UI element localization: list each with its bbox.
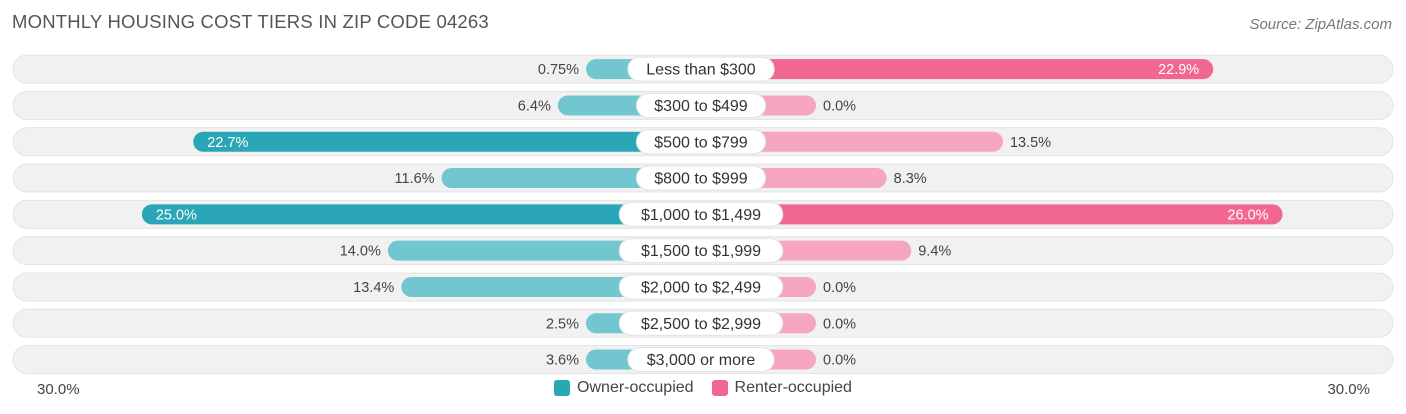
chart-title: MONTHLY HOUSING COST TIERS IN ZIP CODE 0…: [12, 11, 489, 32]
legend-label-owner: Owner-occupied: [577, 379, 694, 396]
category-pill: [635, 92, 767, 118]
value-label-renter: 8.3%: [894, 171, 927, 187]
value-label-owner: 6.4%: [518, 98, 551, 114]
legend-label-renter: Renter-occupied: [734, 379, 852, 396]
value-label-renter: 0.0%: [823, 353, 856, 369]
value-label-owner: 0.75%: [538, 62, 579, 78]
bar-renter: [701, 131, 1003, 152]
category-label: $300 to $499: [654, 98, 748, 115]
value-label-renter: 0.0%: [823, 316, 856, 332]
legend: Owner-occupied Renter-occupied: [0, 379, 1406, 397]
category-pill: [618, 201, 784, 227]
source-note: Source: ZipAtlas.com: [1249, 16, 1392, 33]
value-label-renter: 13.5%: [1010, 135, 1051, 151]
category-label: $1,000 to $1,499: [641, 207, 761, 224]
legend-item-renter[interactable]: Renter-occupied: [711, 379, 852, 397]
category-label: $2,500 to $2,999: [641, 316, 761, 333]
value-label-owner: 3.6%: [546, 353, 579, 369]
category-label: $800 to $999: [654, 171, 748, 188]
category-label: $3,000 or more: [647, 352, 756, 369]
bar-renter: [701, 59, 1214, 80]
value-label-renter: 26.0%: [1227, 207, 1268, 223]
legend-item-owner[interactable]: Owner-occupied: [554, 379, 694, 397]
value-label-owner: 2.5%: [546, 316, 579, 332]
axis-right-label: 30.0%: [1327, 381, 1370, 398]
bar-renter: [701, 204, 1283, 225]
bar-owner: [141, 204, 702, 225]
category-pill: [635, 129, 767, 155]
category-pill: [618, 310, 784, 336]
value-label-owner: 25.0%: [156, 207, 197, 223]
value-label-owner: 11.6%: [394, 171, 434, 187]
value-label-owner: 22.7%: [207, 135, 248, 151]
value-label-owner: 13.4%: [353, 280, 394, 296]
category-pill: [627, 347, 775, 373]
category-label: Less than $300: [646, 62, 756, 79]
category-label: $2,000 to $2,499: [641, 279, 761, 296]
bar-owner: [441, 168, 701, 189]
category-pill: [627, 56, 775, 82]
legend-swatch-owner: [554, 380, 571, 396]
value-label-owner: 14.0%: [340, 244, 381, 260]
category-label: $500 to $799: [654, 134, 748, 151]
value-label-renter: 0.0%: [823, 280, 856, 296]
value-label-renter: 9.4%: [918, 244, 951, 260]
category-pill: [635, 165, 767, 191]
value-label-renter: 0.0%: [823, 98, 856, 114]
value-label-renter: 22.9%: [1158, 62, 1199, 78]
legend-swatch-renter: [711, 380, 728, 396]
category-label: $1,500 to $1,999: [641, 243, 761, 260]
category-pill: [618, 238, 784, 264]
bar-owner: [193, 131, 701, 152]
axis-left-label: 30.0%: [37, 381, 80, 398]
category-pill: [618, 274, 784, 300]
